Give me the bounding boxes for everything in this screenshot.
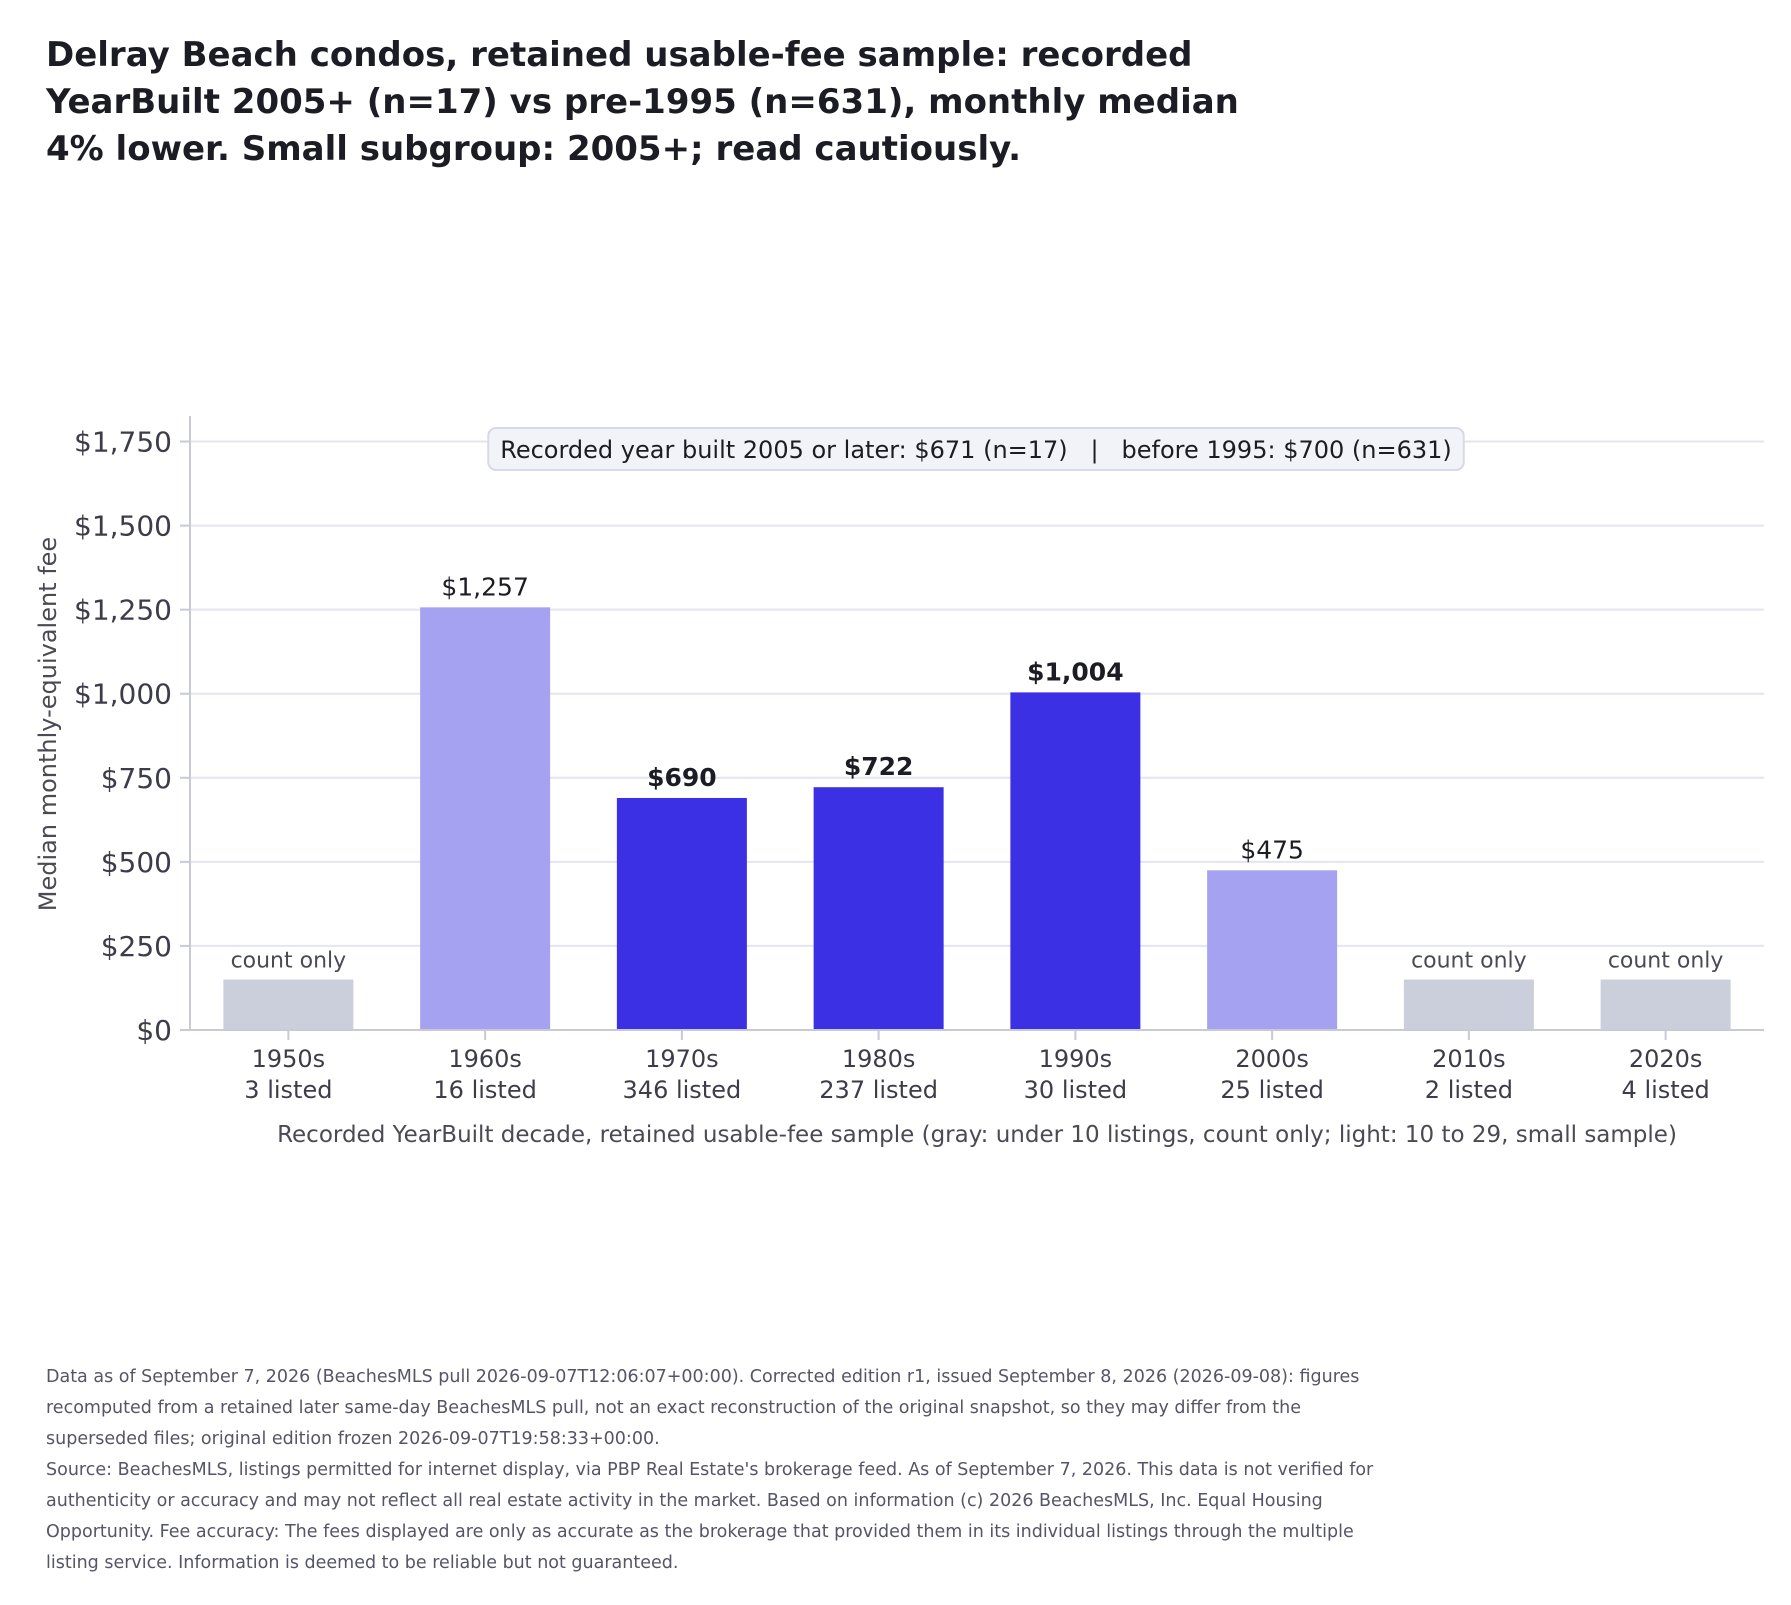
x-tick-label-1980s: 1980s <box>842 1045 916 1073</box>
x-tick-label-1990s: 1990s <box>1039 1045 1113 1073</box>
y-axis-ticks: $0 $250 $500 $750 $1,000 $1,250 $1,500 $1,750 <box>74 426 190 1047</box>
x-tick-count-2020s: 4 listed <box>1622 1076 1710 1104</box>
annotation-box: Recorded year built 2005 or later: $671 … <box>487 427 1465 471</box>
value-label-1980s: $722 <box>844 752 914 781</box>
x-tick-count-1980s: 237 listed <box>819 1076 938 1104</box>
y-tick-label: $500 <box>101 846 172 879</box>
data-note: Data as of September 7, 2026 (BeachesMLS… <box>46 1367 1360 1449</box>
value-labels: count only $1,257 $690 $722 $1,004 $475 count … <box>231 572 1724 973</box>
bar-2000s <box>1207 870 1338 1030</box>
y-tick-label: $1,250 <box>74 594 172 627</box>
bar-1990s <box>1010 692 1141 1030</box>
annotation-text: Recorded year built 2005 or later: $671 … <box>500 436 1452 464</box>
x-tick-label-2000s: 2000s <box>1235 1045 1309 1073</box>
x-tick-count-1950s: 3 listed <box>244 1076 332 1104</box>
y-axis-label: Median monthly-equivalent fee <box>34 537 62 911</box>
bar-2010s <box>1403 979 1534 1030</box>
value-label-1970s: $690 <box>647 763 717 792</box>
y-tick-label: $1,500 <box>74 510 172 543</box>
bar-1970s <box>616 797 747 1030</box>
bar-1960s <box>420 607 551 1030</box>
annotation-box-frame <box>487 427 1465 471</box>
chart-title: Delray Beach condos, retained usable-fee… <box>46 35 1239 169</box>
value-label-1960s: $1,257 <box>441 572 528 601</box>
value-label-2020s: count only <box>1608 949 1724 974</box>
y-tick-label: $0 <box>136 1014 172 1047</box>
x-tick-count-1970s: 346 listed <box>623 1076 742 1104</box>
value-label-2000s: $475 <box>1240 835 1304 864</box>
source-note: Source: BeachesMLS, listings permitted f… <box>46 1460 1374 1573</box>
value-label-1950s: count only <box>231 949 347 974</box>
y-tick-label: $1,000 <box>74 678 172 711</box>
x-tick-count-2000s: 25 listed <box>1220 1076 1323 1104</box>
bar-1980s <box>813 787 944 1030</box>
x-tick-label-1970s: 1970s <box>645 1045 719 1073</box>
x-tick-count-2010s: 2 listed <box>1425 1076 1513 1104</box>
x-tick-label-2010s: 2010s <box>1432 1045 1506 1073</box>
footnotes: Data as of September 7, 2026 (BeachesMLS… <box>46 1362 1406 1579</box>
x-tick-count-1960s: 16 listed <box>433 1076 536 1104</box>
value-label-1990s: $1,004 <box>1027 657 1123 686</box>
value-label-2010s: count only <box>1411 949 1527 974</box>
bar-2020s <box>1600 979 1731 1030</box>
x-tick-label-1960s: 1960s <box>448 1045 522 1073</box>
x-tick-label-1950s: 1950s <box>252 1045 326 1073</box>
x-axis-ticks: 1950s 3 listed 1960s 16 listed 1970s 346 list… <box>244 1030 1710 1104</box>
y-tick-label: $750 <box>101 762 172 795</box>
x-axis-label: Recorded YearBuilt decade, retained usab… <box>277 1122 1677 1148</box>
bars <box>223 607 1731 1030</box>
x-tick-label-2020s: 2020s <box>1629 1045 1703 1073</box>
y-tick-label: $1,750 <box>74 426 172 459</box>
axes <box>189 416 1764 1031</box>
y-tick-label: $250 <box>101 930 172 963</box>
bar-1950s <box>223 979 354 1030</box>
x-tick-count-1990s: 30 listed <box>1024 1076 1127 1104</box>
